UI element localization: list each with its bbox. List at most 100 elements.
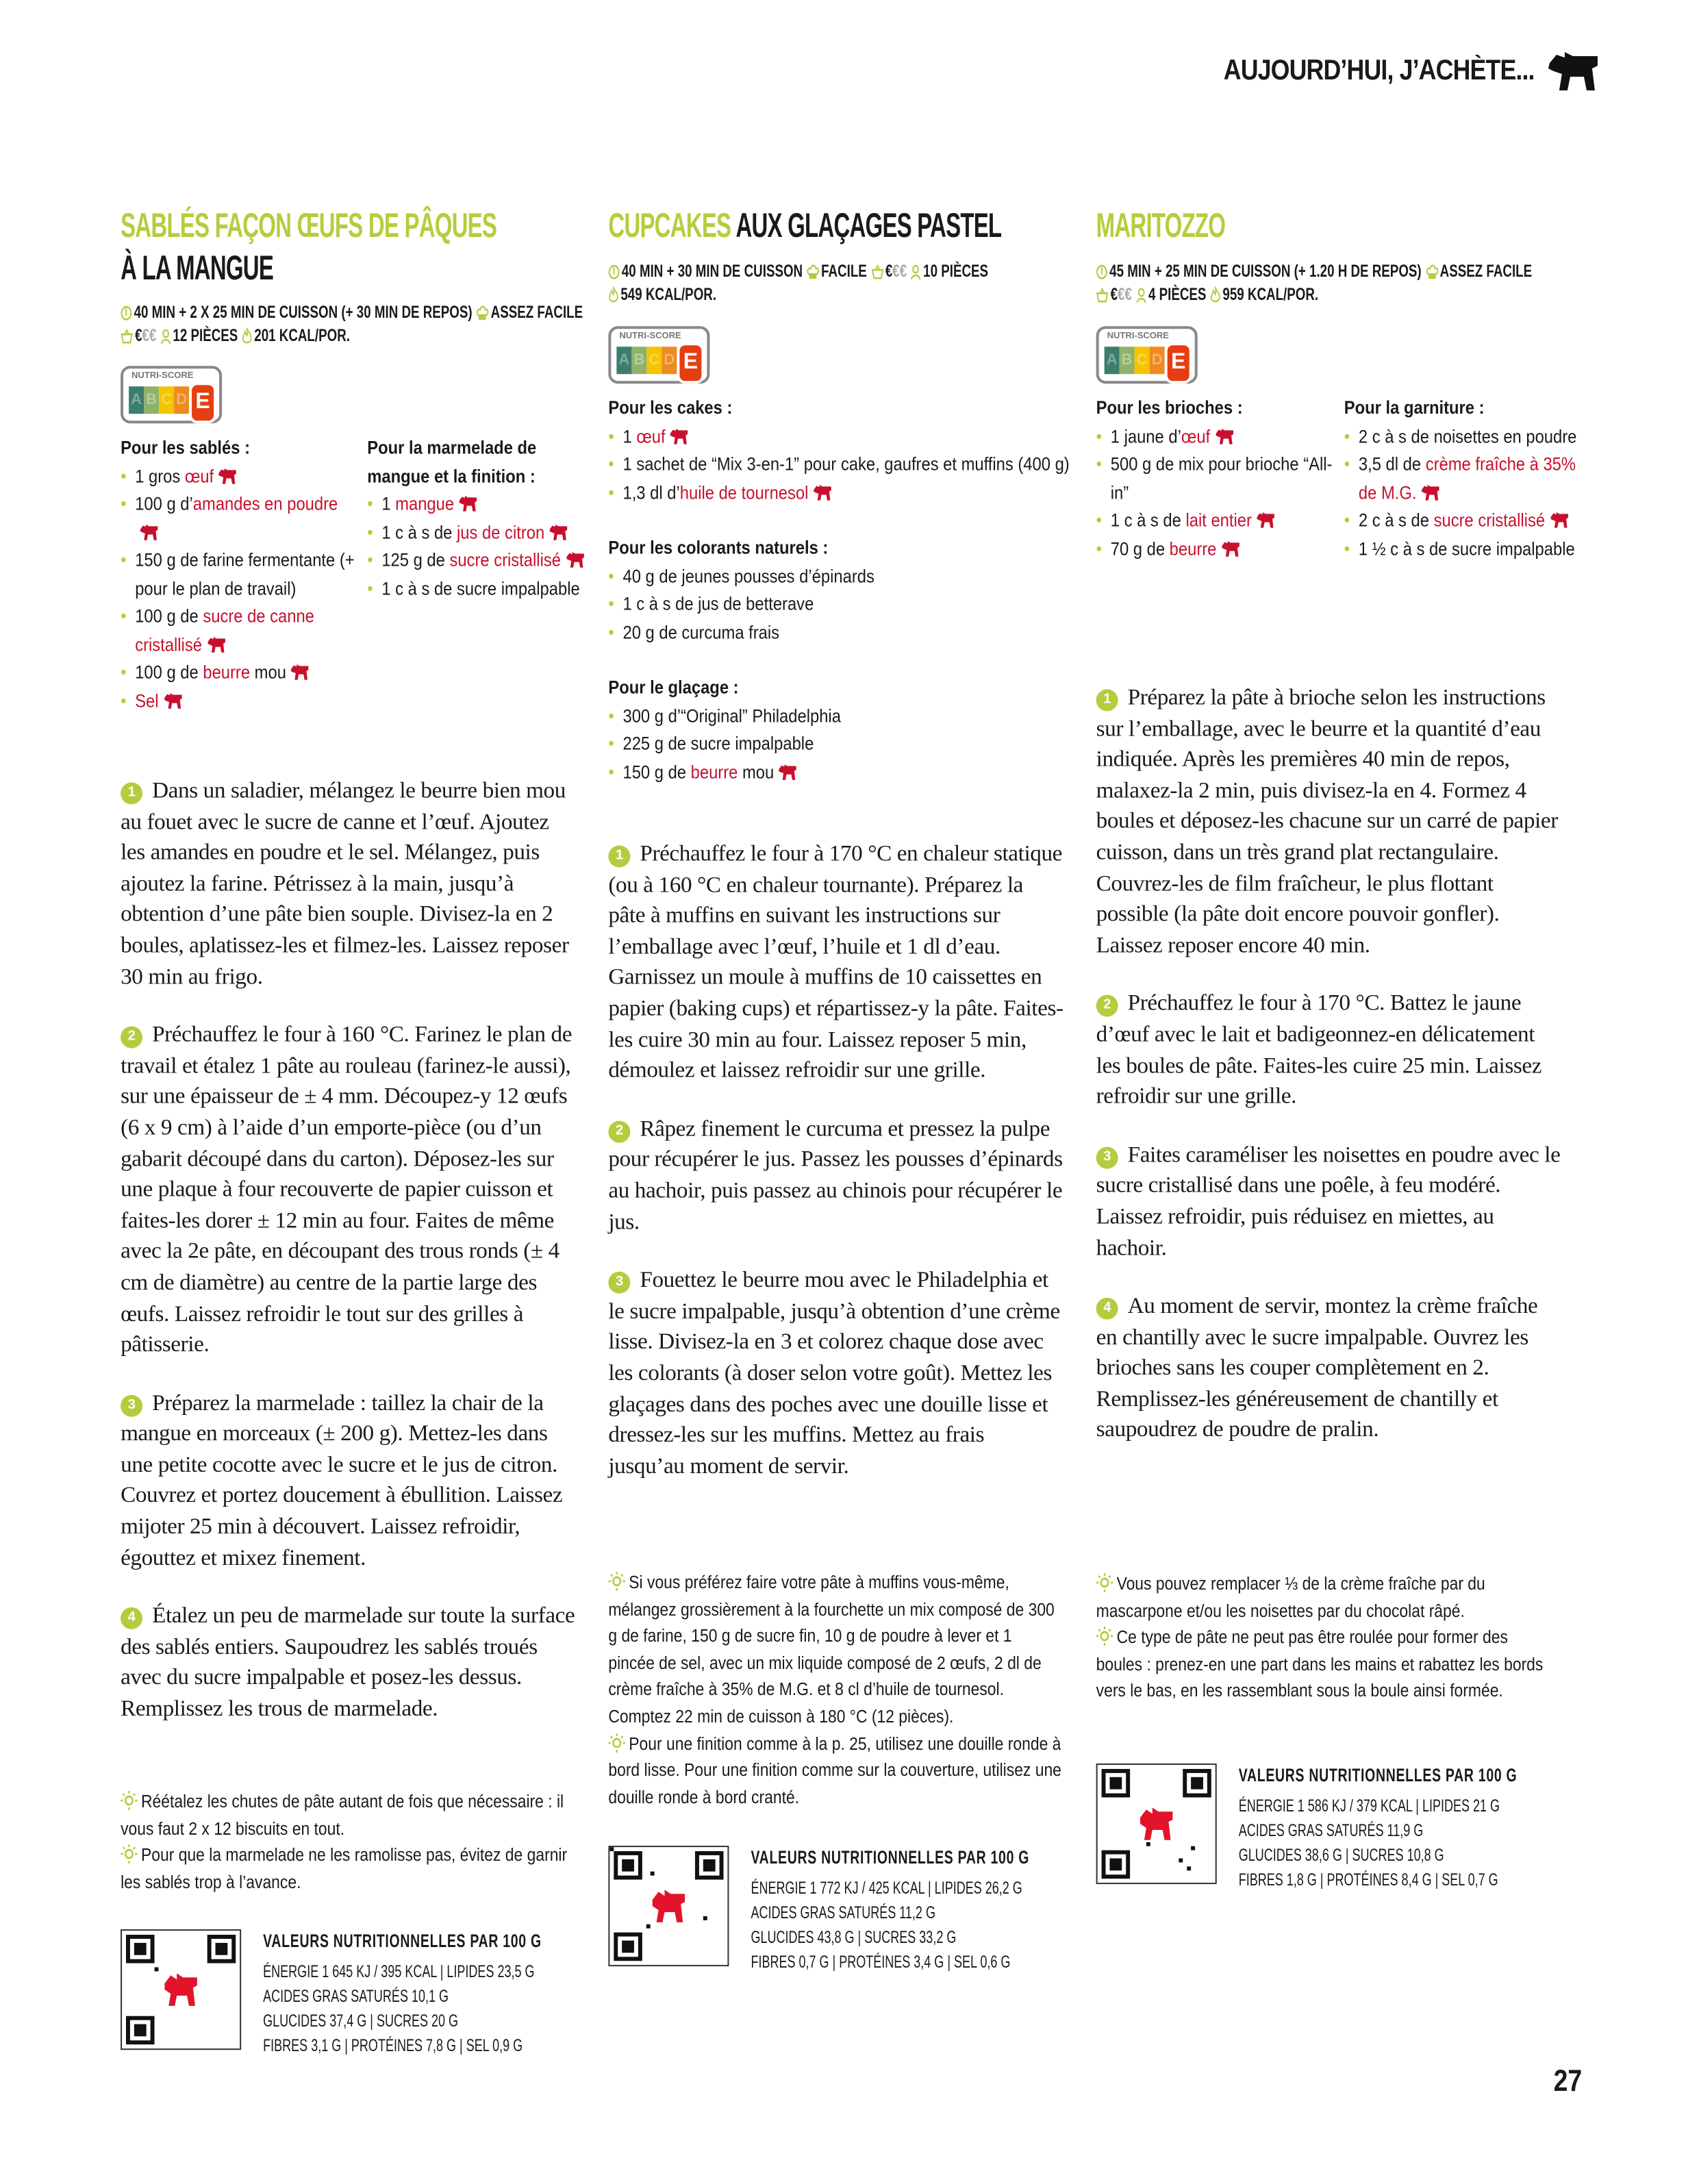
qr-code[interactable]: [122, 1931, 240, 2048]
clock-icon: [1096, 264, 1107, 279]
nutri-score-E: E: [1164, 342, 1192, 384]
nutrition-line: ACIDES GRAS SATURÉS 11,9 G: [1238, 1821, 1424, 1841]
recipe-steps: 1 Préparez la pâte à brioche selon les in…: [1096, 682, 1562, 1446]
ingredient-list: 2 c à s de noisettes en poudre3,5 dl de …: [1344, 423, 1577, 563]
recipe-step: 4 Étalez un peu de marmelade sur toute la…: [121, 1601, 575, 1724]
step-text: Préchauffez le four à 160 °C. Farinez le…: [121, 1020, 572, 1357]
recipe-step: 3 Préparez la marmelade : taillez la chai…: [121, 1388, 575, 1573]
meta-portions-text: 10 PIÈCES: [923, 262, 989, 281]
qr-code[interactable]: [609, 1847, 727, 1965]
ingredient-product-link[interactable]: beurre: [1169, 538, 1217, 559]
meta-time-text: 45 MIN + 25 MIN DE CUISSON (+ 1.20 H DE …: [1109, 262, 1422, 281]
ingredient-product-link[interactable]: beurre: [203, 662, 251, 683]
recipe-title-green: CUPCAKES: [608, 207, 731, 246]
meta-price-dim: €€: [142, 326, 157, 346]
recipe-step: 1 Préchauffez le four à 170 °C en chaleur…: [608, 838, 1064, 1086]
tip: Réétalez les chutes de pâte autant de fo…: [121, 1788, 577, 1842]
nutri-score-E: E: [677, 342, 705, 384]
nutrition-panel: VALEURS NUTRITIONNELLES PAR 100 G ÉNERGIE…: [121, 1929, 593, 2058]
lightbulb-icon: [608, 1733, 626, 1753]
qr-code[interactable]: [1098, 1765, 1216, 1883]
meta-time-text: 40 MIN + 2 X 25 MIN DE CUISSON (+ 30 MIN…: [134, 303, 473, 323]
meta-portions-text: 12 PIÈCES: [173, 326, 238, 346]
qr-code-box[interactable]: [1096, 1763, 1217, 1885]
meta-price-dim: €€: [892, 262, 907, 281]
recipe-step: 1 Dans un saladier, mélangez le beurre bi…: [121, 775, 575, 992]
delhaize-lion-icon: [1221, 540, 1239, 556]
chef-hat-icon: [807, 264, 820, 279]
delhaize-lion-icon: [218, 467, 237, 484]
ingredient-product-link[interactable]: mangue: [395, 493, 455, 514]
ingredient-text: 1 sachet de “Mix 3-en-1” pour cake, gauf…: [622, 453, 1070, 475]
nutrition-line: ÉNERGIE 1 645 KJ / 395 KCAL | LIPIDES 23…: [263, 1962, 535, 1982]
step-number: 1: [1096, 689, 1118, 712]
nutri-score-B: B: [1119, 347, 1135, 375]
page-header: AUJOURD’HUI, J’ACHÈTE...: [1169, 49, 1600, 93]
clock-icon: [608, 264, 620, 279]
ingredient-list: 1 œuf 1 sachet de “Mix 3-en-1” pour cake,…: [608, 423, 1069, 507]
ingredient-text: 150 g de farine fermentante (+ pour le p…: [135, 549, 355, 599]
ingredient-text: 1 c à s de jus de betterave: [622, 593, 814, 614]
delhaize-lion-icon: [207, 636, 225, 652]
nutri-score-label: NUTRI-SCORE: [1107, 331, 1169, 342]
ingredient-product-link[interactable]: Sel: [135, 690, 159, 711]
lightbulb-icon: [1096, 1627, 1113, 1646]
delhaize-lion-icon: [1550, 512, 1568, 528]
ingredient-item: 1 œuf: [608, 423, 1076, 451]
nutri-score-badge: NUTRI-SCORE A B C D E: [121, 366, 223, 424]
delhaize-lion-icon: [549, 523, 568, 540]
ingredient-product-link[interactable]: beurre: [690, 761, 738, 782]
ingredient-product-link[interactable]: œuf: [636, 425, 666, 447]
nutri-score-C: C: [646, 347, 662, 375]
ingredient-item: 40 g de jeunes pousses d’épinards: [608, 562, 1076, 590]
ingredient-text: 125 g de: [381, 549, 450, 570]
nutri-score-badge: NUTRI-SCORE A B C D E: [1096, 326, 1198, 384]
ingredient-text: 100 g de: [135, 605, 203, 627]
meta-price-text: €: [1110, 285, 1118, 305]
tip-text: Pour que la marmelade ne les ramolisse p…: [121, 1844, 568, 1892]
tip-text: Réétalez les chutes de pâte autant de fo…: [121, 1791, 564, 1839]
ingredient-product-link[interactable]: sucre cristallisé: [449, 549, 561, 570]
nutrition-title: VALEURS NUTRITIONNELLES PAR 100 G: [751, 1847, 1030, 1868]
nutrition-line: ÉNERGIE 1 586 KJ / 379 KCAL | LIPIDES 21…: [1238, 1796, 1500, 1816]
recipe-step: 4 Au moment de servir, montez la crème fr…: [1096, 1291, 1562, 1446]
meta-kcal: 201 KCAL/POR.: [242, 326, 350, 345]
nutri-score-label: NUTRI-SCORE: [619, 331, 681, 342]
ingredient-product-link[interactable]: œuf: [184, 465, 214, 486]
ingredient-product-link[interactable]: jus de citron: [457, 521, 545, 542]
ingredient-item: 1 jaune d’œuf: [1096, 423, 1337, 451]
ingredient-product-link[interactable]: lait entier: [1185, 510, 1252, 531]
ingredient-list: 1 gros œuf 100 g d’amandes en poudre 150 g…: [121, 462, 355, 715]
ingredient-product-link[interactable]: amandes en poudre: [192, 493, 338, 514]
nutrition-line: GLUCIDES 38,6 G | SUCRES 10,8 G: [1238, 1846, 1444, 1866]
recipe-meta: 45 MIN + 25 MIN DE CUISSON (+ 1.20 H DE …: [1096, 260, 1568, 307]
nutri-score-C: C: [159, 386, 175, 414]
chef-hat-icon: [477, 305, 489, 321]
ingredient-product-link[interactable]: huile de tournesol: [679, 481, 809, 503]
ingredient-group-title: Pour la garniture :: [1344, 397, 1485, 418]
ingredient-product-link[interactable]: crème fraîche à 35% de M.G.: [1358, 453, 1576, 503]
ingredient-group-title: Pour les cakes :: [608, 397, 733, 418]
step-number: 2: [1096, 995, 1118, 1018]
ingredient-item: 1 c à s de lait entier: [1096, 507, 1337, 535]
delhaize-lion-icon: [779, 764, 797, 779]
delhaize-lion-icon: [459, 495, 477, 512]
meta-price: €€€: [121, 326, 156, 345]
meta-portions: 10 PIÈCES: [911, 262, 988, 281]
chef-hat-icon: [1426, 264, 1438, 279]
ingredient-text-post: mou: [250, 662, 286, 683]
ingredient-list: 1 mangue 1 c à s de jus de citron 125 g de…: [367, 490, 593, 603]
ingredient-product-link[interactable]: œuf: [1181, 425, 1211, 447]
recipe-title-black: À LA MANGUE: [121, 249, 274, 288]
ingredient-product-link[interactable]: sucre de canne cristallisé: [135, 605, 314, 655]
step-number: 1: [608, 845, 631, 868]
ingredient-product-link[interactable]: sucre cristallisé: [1433, 510, 1546, 531]
recipe-steps: 1 Préchauffez le four à 170 °C en chaleur…: [608, 838, 1064, 1481]
delhaize-lion-icon: [813, 484, 831, 500]
qr-code-box[interactable]: [608, 1846, 729, 1967]
step-number: 2: [121, 1026, 143, 1049]
ingredient-item: 1 gros œuf: [121, 462, 362, 490]
meta-kcal-text: 201 KCAL/POR.: [254, 326, 350, 346]
tip-text: Pour une finition comme à la p. 25, util…: [608, 1733, 1061, 1807]
qr-code-box[interactable]: [121, 1929, 242, 2050]
